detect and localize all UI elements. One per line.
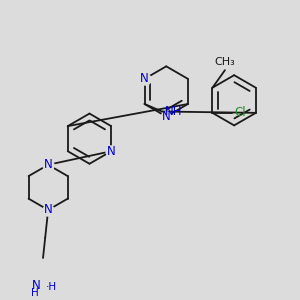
Text: Cl: Cl bbox=[234, 106, 246, 119]
Text: N: N bbox=[162, 110, 171, 123]
Text: N: N bbox=[107, 145, 116, 158]
Text: ·H: ·H bbox=[46, 282, 57, 292]
Text: N: N bbox=[44, 203, 52, 217]
Text: CH₃: CH₃ bbox=[214, 57, 235, 67]
Text: H: H bbox=[31, 288, 39, 298]
Text: N: N bbox=[44, 158, 52, 171]
Text: NH: NH bbox=[165, 105, 182, 118]
Text: N: N bbox=[140, 72, 149, 86]
Text: N: N bbox=[32, 279, 41, 292]
